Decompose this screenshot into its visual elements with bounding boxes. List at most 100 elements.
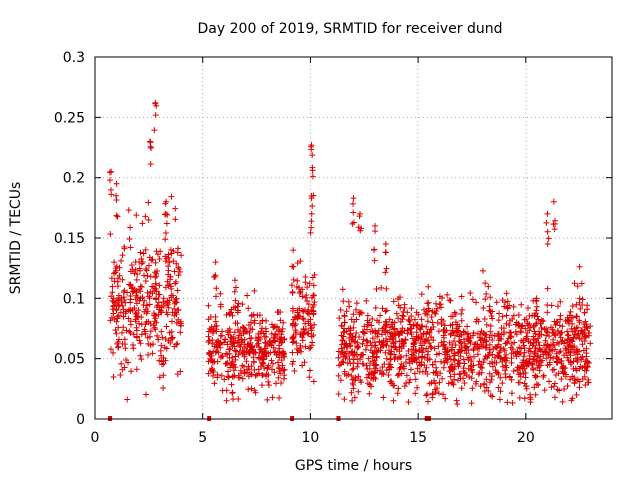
data-point [112, 326, 119, 333]
data-point [234, 309, 241, 316]
data-point [360, 336, 367, 343]
data-point [557, 348, 564, 355]
data-point [380, 394, 387, 401]
data-point [245, 373, 252, 380]
data-point [342, 341, 349, 348]
data-point [392, 332, 399, 339]
data-point [166, 297, 173, 304]
data-point [574, 351, 581, 358]
data-point [587, 323, 594, 330]
data-point [217, 301, 224, 308]
data-point [176, 268, 183, 275]
data-point [226, 346, 233, 353]
data-point [534, 303, 541, 310]
data-point [538, 317, 545, 324]
data-point [446, 297, 453, 304]
data-point [296, 290, 303, 297]
data-point [263, 343, 270, 350]
data-point-peak [533, 295, 540, 302]
data-point [140, 250, 147, 257]
data-point [434, 305, 441, 312]
data-point [361, 323, 368, 330]
data-point [206, 337, 213, 344]
data-point [269, 360, 276, 367]
data-point [349, 366, 356, 373]
data-point [132, 310, 139, 317]
data-point [473, 318, 480, 325]
data-point [574, 313, 581, 320]
data-point [218, 332, 225, 339]
data-point [115, 303, 122, 310]
data-point [144, 289, 151, 296]
data-point-peak [550, 198, 557, 205]
data-point [570, 365, 577, 372]
data-point [251, 320, 258, 327]
data-point [341, 340, 348, 347]
data-point [108, 191, 115, 198]
data-point [149, 290, 156, 297]
data-point [132, 316, 139, 323]
data-point [307, 229, 314, 236]
data-point [410, 322, 417, 329]
data-point [499, 313, 506, 320]
data-point [167, 276, 174, 283]
data-point [494, 330, 501, 337]
data-point [308, 218, 315, 225]
data-point-peak [356, 210, 363, 217]
data-point [527, 391, 534, 398]
data-point [346, 350, 353, 357]
data-point [231, 329, 238, 336]
data-point [162, 229, 169, 236]
data-point [153, 102, 160, 109]
data-point [430, 337, 437, 344]
data-point [582, 358, 589, 365]
data-point [458, 293, 465, 300]
data-point-peak [212, 259, 219, 266]
data-point [268, 342, 275, 349]
data-point [394, 390, 401, 397]
data-point [571, 280, 578, 287]
data-point [350, 385, 357, 392]
data-point [470, 353, 477, 360]
data-point [152, 326, 159, 333]
data-point [359, 340, 366, 347]
data-point [491, 359, 498, 366]
data-point [363, 326, 370, 333]
data-point [229, 312, 236, 319]
data-point [552, 322, 559, 329]
data-point [447, 364, 454, 371]
data-point [508, 376, 515, 383]
data-point [145, 262, 152, 269]
data-point [502, 370, 509, 377]
data-point [502, 354, 509, 361]
data-point [553, 350, 560, 357]
data-point [205, 333, 212, 340]
data-point [252, 335, 259, 342]
data-point [367, 360, 374, 367]
data-point [114, 340, 121, 347]
data-point [178, 252, 185, 259]
data-point [565, 317, 572, 324]
data-point [551, 366, 558, 373]
data-point [541, 387, 548, 394]
data-point [503, 290, 510, 297]
data-point-peak [152, 99, 159, 106]
data-point [150, 284, 157, 291]
data-point [177, 318, 184, 325]
data-point [127, 299, 134, 306]
data-point [353, 316, 360, 323]
data-point [438, 320, 445, 327]
data-point [226, 354, 233, 361]
data-point [304, 330, 311, 337]
data-point [281, 375, 288, 382]
data-point [461, 336, 468, 343]
data-point [364, 317, 371, 324]
data-point [309, 304, 316, 311]
data-point-peak [350, 195, 357, 202]
data-point [228, 381, 235, 388]
data-point [169, 335, 176, 342]
data-point [548, 341, 555, 348]
x-tick-label: 0 [91, 430, 100, 446]
data-point [113, 192, 120, 199]
data-point [109, 283, 116, 290]
